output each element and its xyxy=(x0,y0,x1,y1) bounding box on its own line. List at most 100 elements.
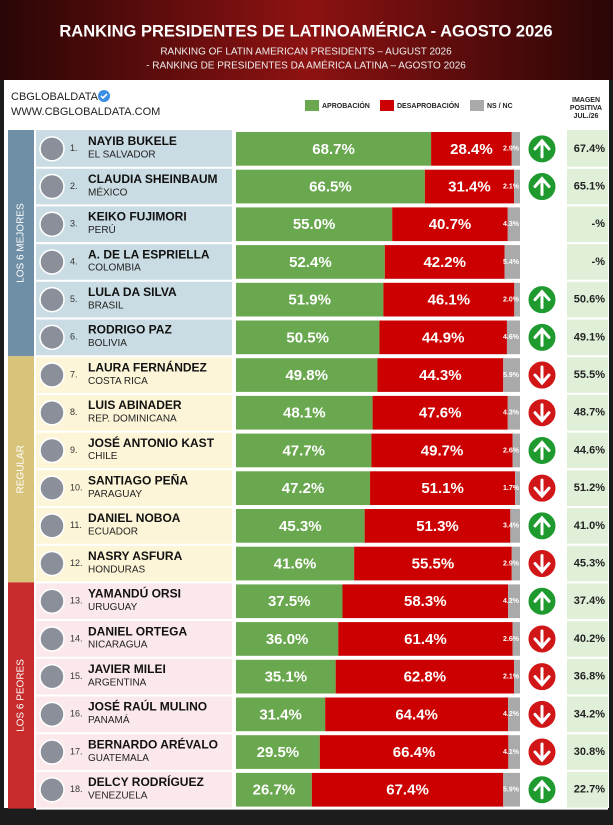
value-label: 2.1% xyxy=(503,673,520,680)
value-label: 47.7% xyxy=(282,442,325,459)
trend-arrow xyxy=(533,629,551,650)
bar-segment xyxy=(507,395,520,430)
bar-segment xyxy=(503,358,520,392)
image-value: -% xyxy=(592,256,606,268)
rank: 11. xyxy=(70,520,82,530)
name: LULA DA SILVA xyxy=(88,285,177,299)
value-label: 4.1% xyxy=(503,749,520,756)
value-label: 55.5% xyxy=(412,556,455,573)
image-value: 40.2% xyxy=(574,633,605,645)
name: YAMANDÚ ORSI xyxy=(88,586,181,601)
trend-arrow xyxy=(533,176,551,197)
photo xyxy=(39,400,65,426)
name: NASRY ASFURA xyxy=(88,549,183,563)
value-label: 2.1% xyxy=(503,183,520,190)
value-label: 1.7% xyxy=(503,485,520,492)
trend-arrow xyxy=(533,327,551,347)
bar-segment xyxy=(504,245,520,279)
rank: 6. xyxy=(70,332,78,342)
bar-segment xyxy=(510,509,520,543)
trend-arrow xyxy=(533,742,551,763)
rank: 12. xyxy=(70,558,83,568)
country: REP. DOMINICANA xyxy=(88,414,177,425)
bar-segment xyxy=(512,622,520,656)
value-label: 4.6% xyxy=(503,334,520,341)
value-label: 2.9% xyxy=(503,146,520,153)
rank: 9. xyxy=(70,445,78,455)
bar-segment xyxy=(236,169,425,204)
value-label: 3.4% xyxy=(503,523,520,530)
value-label: 5.4% xyxy=(503,259,520,266)
value-label: 41.6% xyxy=(274,556,317,573)
country: CHILE xyxy=(88,451,118,462)
rank: 13. xyxy=(70,596,83,606)
value-label: 2.6% xyxy=(503,636,520,643)
trend-arrow xyxy=(533,667,551,687)
value-label: 68.7% xyxy=(312,141,355,158)
name: JOSÉ ANTONIO KAST xyxy=(88,435,215,450)
value-label: 31.4% xyxy=(448,179,491,196)
bar-segment xyxy=(506,320,520,355)
bar-segment xyxy=(335,659,515,694)
bar-segment xyxy=(508,697,520,732)
value-label: 46.1% xyxy=(428,292,471,309)
country: EL SALVADOR xyxy=(88,150,156,161)
value-label: 49.7% xyxy=(421,442,464,459)
bar-segment xyxy=(236,735,320,769)
bar-segment xyxy=(508,735,520,769)
bar-segment xyxy=(354,546,512,581)
photo xyxy=(39,588,65,614)
value-label: 44.9% xyxy=(422,329,465,346)
rank: 7. xyxy=(70,369,78,379)
value-label: 4.2% xyxy=(503,598,520,605)
value-label: 37.5% xyxy=(268,593,311,610)
bar-segment xyxy=(236,584,343,619)
rank: 18. xyxy=(70,784,83,794)
photo xyxy=(39,136,65,162)
value-label: 49.8% xyxy=(285,367,328,384)
value-label: 45.3% xyxy=(279,518,322,535)
bar-segment xyxy=(508,584,520,619)
value-label: 28.4% xyxy=(450,141,493,158)
subtitle: - RANKING DE PRESIDENTES DA AMÉRICA LATI… xyxy=(146,59,466,72)
brand: CBGLOBALDATA xyxy=(11,91,99,103)
photo xyxy=(39,739,65,765)
value-label: 26.7% xyxy=(253,782,296,799)
trend-arrow xyxy=(533,365,551,386)
url: WWW.CBGLOBALDATA.COM xyxy=(11,106,160,118)
group-strip xyxy=(8,356,34,583)
country: MÉXICO xyxy=(88,185,128,198)
bar-segment xyxy=(236,772,312,807)
image-value: 49.1% xyxy=(574,331,605,343)
photo xyxy=(39,663,65,690)
bar-segment xyxy=(503,772,520,807)
trend-arrow xyxy=(533,704,551,725)
bar-segment xyxy=(236,659,336,694)
photo xyxy=(39,324,65,351)
photo xyxy=(39,777,65,803)
bar-segment xyxy=(371,433,513,468)
trend-arrow xyxy=(533,440,551,460)
group-strip xyxy=(8,582,34,809)
country: BOLIVIA xyxy=(88,338,127,349)
value-label: 44.3% xyxy=(419,367,462,384)
bar-segment xyxy=(236,320,380,355)
legend-label: DESAPROBACIÓN xyxy=(397,101,459,110)
value-label: 55.0% xyxy=(293,216,336,233)
bar-segment xyxy=(512,433,520,468)
country: COLOMBIA xyxy=(88,263,141,274)
bar-segment xyxy=(424,169,515,204)
trend-arrow xyxy=(533,779,551,800)
value-label: 67.4% xyxy=(386,782,429,799)
name: LUIS ABINADER xyxy=(88,398,182,412)
country: BRASIL xyxy=(88,300,124,311)
bar-segment xyxy=(236,433,372,468)
value-label: 35.1% xyxy=(265,669,308,686)
value-label: 31.4% xyxy=(259,706,302,723)
image-value: 44.6% xyxy=(574,444,605,456)
trend-arrow xyxy=(533,515,551,536)
value-label: 50.5% xyxy=(286,329,329,346)
legend-label: APROBACIÓN xyxy=(322,101,370,110)
country: HONDURAS xyxy=(88,564,146,575)
value-label: 51.3% xyxy=(416,518,459,535)
